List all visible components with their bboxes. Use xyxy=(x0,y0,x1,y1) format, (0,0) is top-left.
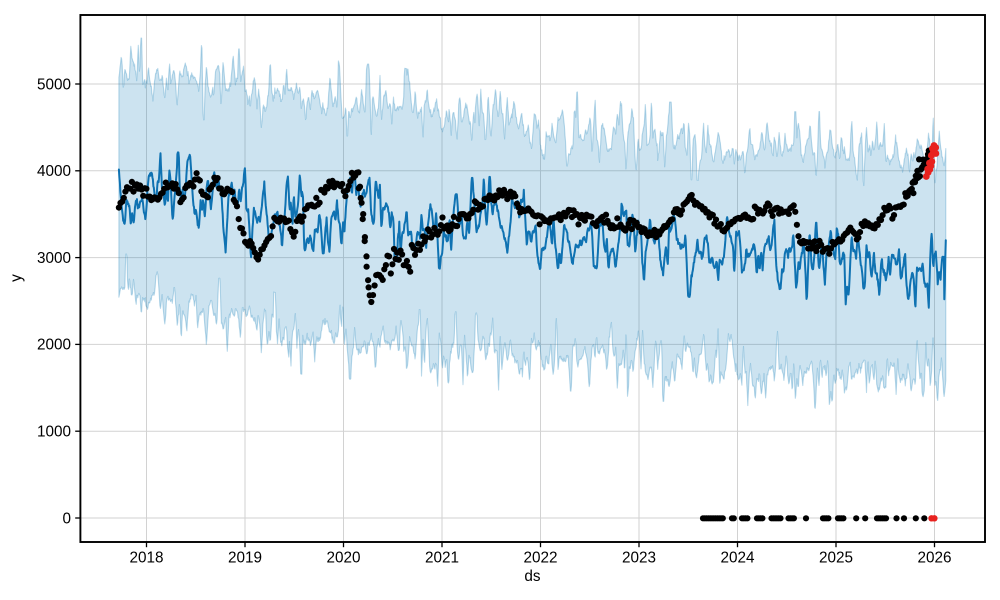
svg-text:2022: 2022 xyxy=(523,550,557,567)
svg-text:2020: 2020 xyxy=(326,550,360,567)
svg-text:4000: 4000 xyxy=(37,163,71,180)
svg-text:2026: 2026 xyxy=(917,550,951,567)
svg-text:2018: 2018 xyxy=(129,550,163,567)
svg-text:ds: ds xyxy=(524,568,541,585)
svg-text:3000: 3000 xyxy=(37,250,71,267)
svg-text:0: 0 xyxy=(62,510,71,527)
svg-text:1000: 1000 xyxy=(37,424,71,441)
svg-text:y: y xyxy=(8,274,25,282)
svg-text:2023: 2023 xyxy=(622,550,656,567)
svg-text:2025: 2025 xyxy=(819,550,853,567)
svg-text:2024: 2024 xyxy=(720,550,755,567)
svg-text:2021: 2021 xyxy=(425,550,459,567)
svg-text:2000: 2000 xyxy=(37,337,71,354)
svg-text:2019: 2019 xyxy=(228,550,262,567)
svg-text:5000: 5000 xyxy=(37,76,71,93)
